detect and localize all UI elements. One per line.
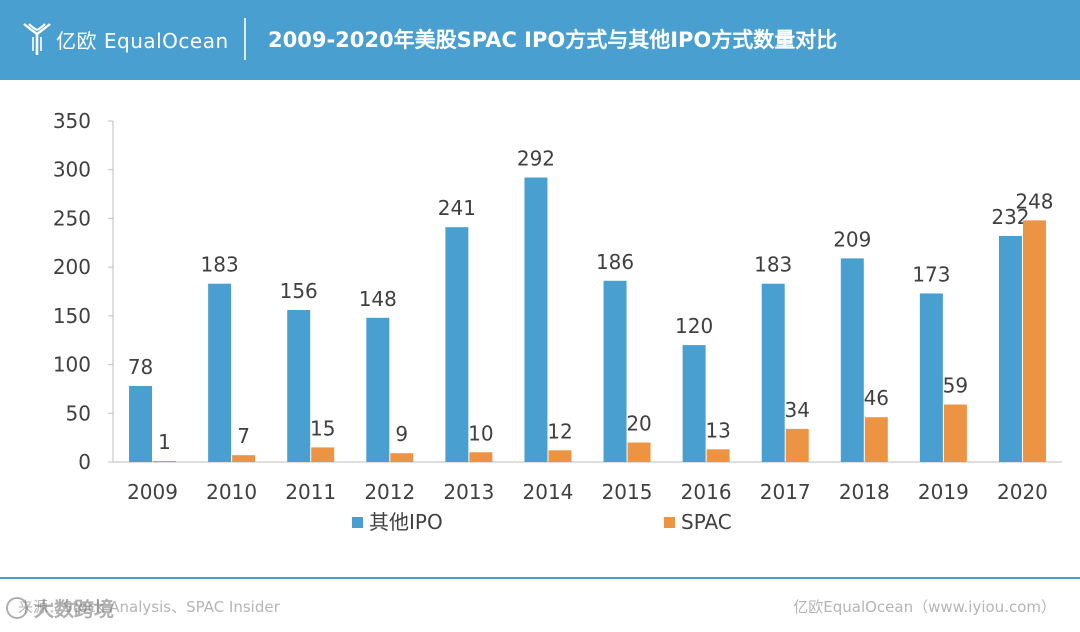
legend-label-other-ipo: 其他IPO [369, 510, 443, 534]
bar-other-ipo [208, 283, 232, 462]
bar-other-ipo [129, 386, 153, 462]
data-label-spac: 7 [237, 424, 250, 448]
source-note: 来源：Stock Analysis、SPAC Insider [18, 598, 280, 616]
data-label-other-ipo: 120 [675, 314, 713, 338]
footer-divider [0, 577, 1080, 579]
x-tick-label: 2012 [364, 480, 415, 504]
bar-spac [390, 453, 414, 462]
bar-other-ipo [366, 317, 390, 462]
x-tick-label: 2014 [523, 480, 574, 504]
x-tick-label: 2016 [681, 480, 732, 504]
page-title: 2009-2020年美股SPAC IPO方式与其他IPO方式数量对比 [268, 28, 838, 52]
data-label-spac: 12 [547, 419, 572, 443]
data-label-other-ipo: 241 [438, 196, 476, 220]
data-label-other-ipo: 186 [596, 250, 634, 274]
data-label-other-ipo: 78 [128, 355, 153, 379]
bar-spac [785, 428, 809, 462]
header-divider [244, 18, 246, 60]
x-tick-label: 2013 [443, 480, 494, 504]
data-label-spac: 34 [784, 398, 809, 422]
data-label-other-ipo: 183 [201, 253, 239, 277]
bar-other-ipo [919, 293, 943, 462]
bar-other-ipo [603, 280, 627, 462]
bar-spac [153, 461, 177, 462]
data-label-other-ipo: 292 [517, 147, 555, 171]
x-tick-label: 2010 [206, 480, 257, 504]
data-label-spac: 46 [864, 386, 889, 410]
bar-other-ipo [840, 258, 864, 462]
equalocean-logo: 亿欧 EqualOcean [22, 17, 229, 61]
bar-other-ipo [682, 345, 706, 462]
data-label-spac: 248 [1015, 189, 1053, 213]
legend-swatch-spac [664, 517, 675, 528]
watermark-text: 大数跨境 [34, 597, 114, 621]
bar-other-ipo [524, 177, 548, 462]
y-tick-label: 300 [53, 158, 91, 182]
legend-label-spac: SPAC [681, 510, 732, 534]
legend-swatch-other-ipo [352, 517, 363, 528]
y-tick-label: 50 [66, 401, 91, 425]
bar-spac [548, 450, 572, 462]
x-tick-label: 2009 [127, 480, 178, 504]
bar-chart: 0501001502002503003502009781201018372011… [53, 109, 1062, 534]
bar-other-ipo [761, 283, 785, 462]
bar-other-ipo [998, 235, 1022, 462]
bar-spac [706, 449, 730, 462]
data-label-spac: 15 [310, 416, 335, 440]
bar-spac [627, 442, 651, 462]
data-label-other-ipo: 183 [754, 253, 792, 277]
bar-spac [1022, 220, 1046, 462]
header-bar: 亿欧 EqualOcean 2009-2020年美股SPAC IPO方式与其他I… [0, 0, 1080, 80]
y-tick-label: 100 [53, 353, 91, 377]
data-label-other-ipo: 209 [833, 227, 871, 251]
y-tick-label: 150 [53, 304, 91, 328]
data-label-spac: 13 [705, 418, 730, 442]
y-tick-label: 200 [53, 255, 91, 279]
equalocean-logo-icon [23, 23, 51, 55]
bar-spac [864, 417, 888, 462]
data-label-other-ipo: 156 [280, 279, 318, 303]
watermark: 大数跨境 [6, 593, 114, 622]
data-label-spac: 9 [395, 422, 408, 446]
data-label-spac: 10 [468, 421, 493, 445]
x-tick-label: 2015 [602, 480, 653, 504]
x-tick-label: 2017 [760, 480, 811, 504]
x-tick-label: 2018 [839, 480, 890, 504]
y-tick-label: 350 [53, 109, 91, 133]
data-label-other-ipo: 173 [912, 262, 950, 286]
y-tick-label: 250 [53, 206, 91, 230]
x-tick-label: 2020 [997, 480, 1048, 504]
bar-other-ipo [445, 227, 469, 462]
bar-spac [943, 404, 967, 462]
data-label-spac: 1 [158, 430, 171, 454]
y-tick-label: 0 [78, 450, 91, 474]
x-tick-label: 2011 [285, 480, 336, 504]
x-tick-label: 2019 [918, 480, 969, 504]
data-label-other-ipo: 148 [359, 287, 397, 311]
watermark-icon [6, 596, 28, 619]
bar-spac [311, 447, 335, 462]
bar-other-ipo [287, 310, 311, 462]
logo-text: 亿欧 EqualOcean [56, 28, 229, 53]
footer-brand: 亿欧EqualOcean（www.iyiou.com） [793, 598, 1056, 616]
data-label-spac: 59 [943, 374, 968, 398]
bar-spac [232, 455, 256, 462]
data-label-spac: 20 [626, 412, 651, 436]
bar-spac [469, 452, 493, 462]
